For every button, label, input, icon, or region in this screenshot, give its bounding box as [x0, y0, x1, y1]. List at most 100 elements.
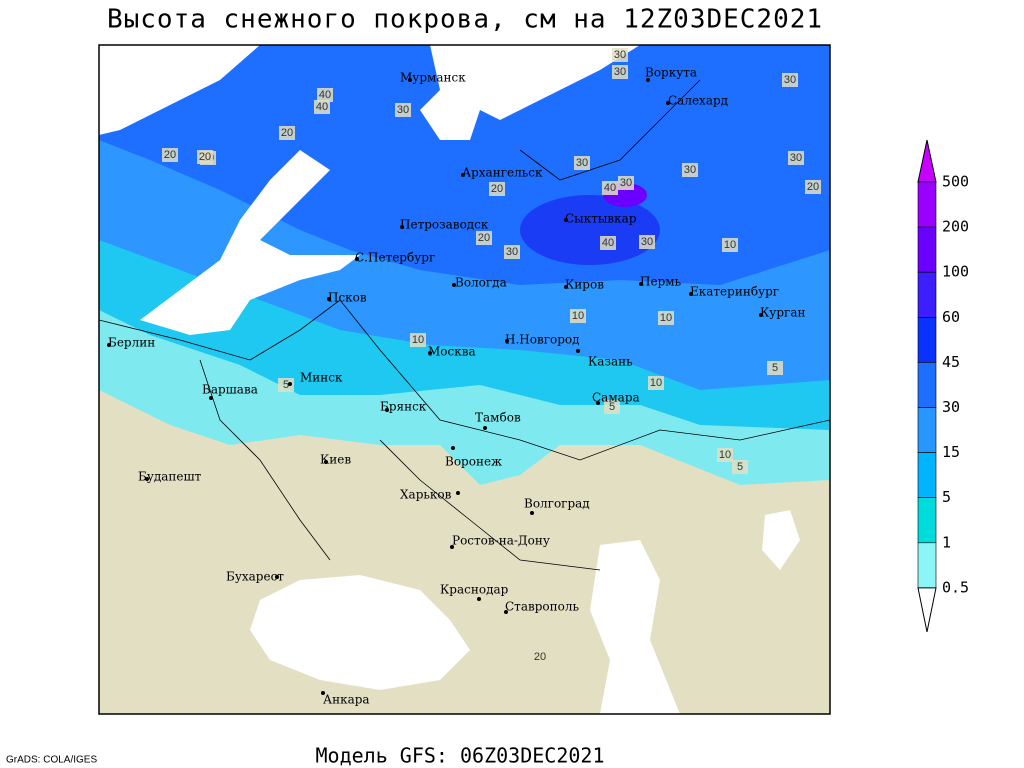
colorbar-label: 200	[942, 218, 969, 236]
credit: GrADS: COLA/IGES	[6, 755, 97, 766]
contour-label: 10	[412, 334, 424, 346]
colorbar-box	[917, 362, 937, 408]
colorbar-label: 1	[942, 533, 951, 551]
contour-label: 5	[609, 401, 615, 413]
city-label: Мурманск	[400, 71, 466, 85]
contour-label-bg	[612, 65, 628, 79]
contour-label: 30	[614, 49, 626, 61]
title: Высота снежного покрова, см на 12Z03DEC2…	[107, 5, 823, 35]
barents-sea	[420, 45, 640, 140]
city-label: Архангельск	[462, 166, 543, 180]
city-label: Самара	[592, 391, 640, 405]
contour-label: 20	[199, 151, 211, 163]
contour-label: 5	[283, 379, 289, 391]
colorbar-box	[917, 542, 937, 589]
colorbar-box	[917, 271, 937, 318]
contour-label-bg	[639, 235, 655, 249]
border	[379, 439, 601, 571]
contour-label-bg	[532, 650, 548, 664]
colorbar-box	[917, 407, 937, 453]
city-dot	[666, 101, 670, 105]
city-label: Псков	[328, 291, 367, 305]
colorbar-label: 5	[942, 488, 951, 506]
city-dot	[321, 691, 325, 695]
contour-label-bg	[717, 448, 733, 462]
contour-label-bg	[782, 73, 798, 87]
contour-label-bg	[476, 231, 492, 245]
city-label: Салехард	[668, 94, 728, 108]
city-label: Бухарест	[226, 570, 284, 584]
contour-label: 40	[604, 182, 616, 194]
city-dot	[483, 426, 487, 430]
baltic-sea	[140, 150, 360, 335]
city-dot	[408, 78, 412, 82]
city-label: Москва	[428, 345, 476, 359]
city-dot	[275, 575, 279, 579]
city-dot	[451, 446, 455, 450]
city-label: Краснодар	[440, 583, 509, 597]
contour-label-bg	[767, 361, 783, 375]
contour-label-bg	[279, 126, 295, 140]
city-label: Киев	[320, 453, 351, 467]
contour-label: 30	[614, 66, 626, 78]
contour-label-bg	[504, 245, 520, 259]
contour-label-bg	[602, 181, 618, 195]
colorbar-label: 45	[942, 353, 960, 371]
city-dot	[477, 597, 481, 601]
contour-label: 20	[164, 149, 176, 161]
contour-label-bg	[317, 88, 333, 102]
city-dot	[400, 225, 404, 229]
contour-label: 10	[719, 449, 731, 461]
city-label: Харьков	[400, 488, 452, 502]
contour-label: 10	[660, 312, 672, 324]
contour-label: 5	[772, 362, 778, 374]
colorbar-label: 100	[942, 263, 969, 281]
city-label: Берлин	[108, 336, 155, 350]
city-label: С.Петербург	[355, 251, 435, 265]
city-dot	[288, 382, 292, 386]
contour-label-bg	[489, 182, 505, 196]
map: 30 30 40 30 30 20 20 20 10 40 30 30 30 40 30 20 30 40 20 30…	[99, 45, 830, 714]
city-dot	[450, 545, 454, 549]
colorbar-box	[917, 497, 937, 544]
snow-45	[520, 195, 660, 265]
colorbar-box	[917, 316, 937, 363]
contour-label-bg	[410, 333, 426, 347]
city-label: Н.Новгород	[505, 333, 580, 347]
contour-label: 10	[724, 239, 736, 251]
city-dot	[596, 401, 600, 405]
contour-label: 30	[620, 177, 632, 189]
contour-label-bg	[682, 163, 698, 177]
city-label: Варшава	[202, 383, 258, 397]
city-dot	[759, 313, 763, 317]
contour-label: 40	[319, 89, 331, 101]
contour-label-bg	[197, 150, 213, 164]
model-caption: Модель GFS: 06Z03DEC2021	[316, 744, 605, 768]
caspian-sea	[590, 540, 680, 714]
cities: Мурманск Воркута Салехард Архангельск Сыктыв…	[107, 66, 805, 707]
contour-label: 30	[784, 74, 796, 86]
city-label: Пермь	[640, 275, 682, 289]
city-label: Воркута	[645, 66, 697, 80]
contour-label: 10	[572, 310, 584, 322]
contour-label-bg	[314, 100, 330, 114]
contour-label-bg	[604, 400, 620, 414]
city-dot	[461, 173, 465, 177]
city-label: Ростов-на-Дону	[452, 534, 550, 548]
city-dot	[327, 297, 331, 301]
city-dot	[564, 218, 568, 222]
city-dot	[324, 460, 328, 464]
colorbar-box	[917, 181, 937, 228]
contour-label: 40	[316, 101, 328, 113]
city-label: Екатеринбург	[690, 285, 779, 299]
contour-label: 30	[397, 104, 409, 116]
contour-label: 30	[790, 152, 802, 164]
border	[199, 359, 331, 561]
arctic-sea	[99, 45, 260, 135]
colorbar-label: 500	[942, 173, 969, 191]
contour-label: 20	[478, 232, 490, 244]
city-dot	[504, 610, 508, 614]
colorbar-box	[917, 452, 937, 499]
